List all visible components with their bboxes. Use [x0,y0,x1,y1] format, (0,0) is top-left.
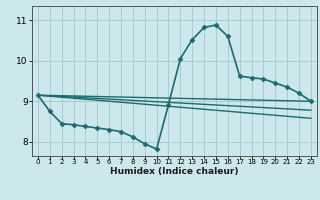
X-axis label: Humidex (Indice chaleur): Humidex (Indice chaleur) [110,167,239,176]
